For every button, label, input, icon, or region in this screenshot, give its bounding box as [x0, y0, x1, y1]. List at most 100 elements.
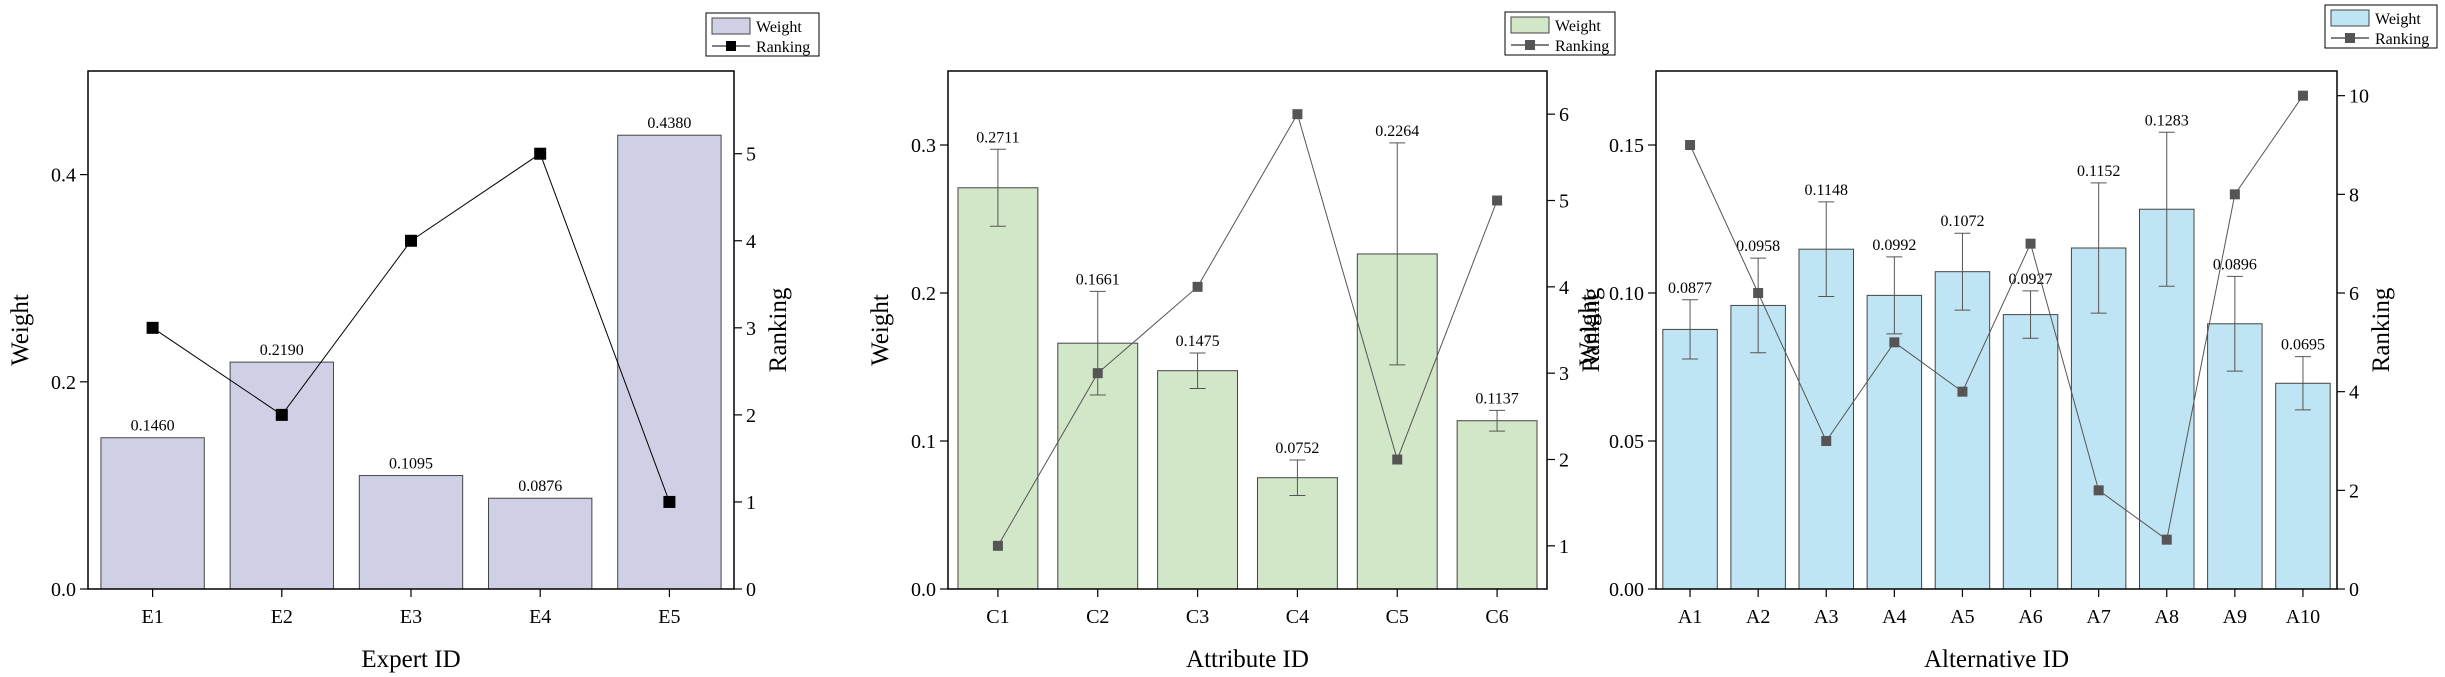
value-label-a4: 0.0992 [1872, 237, 1916, 254]
ranking-line [997, 112, 1498, 547]
y2-tick-label: 10 [2349, 86, 2369, 108]
y2-tick-label: 2 [1559, 450, 1569, 472]
ranking-marker-a8 [2161, 534, 2172, 545]
value-label-a5: 0.1072 [1940, 213, 1984, 230]
y-tick-label: 0.4 [51, 165, 76, 187]
y-tick-label: 0.0 [51, 579, 76, 601]
chart-panel-1: 0.1460 0.2190 0.1095 0.0876 0.4380 0.0 0.2 0.4 0… [7, 12, 820, 673]
ranking-marker-a2 [1753, 288, 1764, 298]
value-label-a1: 0.0877 [1668, 280, 1712, 297]
y2-tick-label: 0 [2349, 579, 2359, 601]
x-axis-label: Expert ID [361, 646, 460, 673]
x-tick-label-e1: E1 [141, 606, 163, 628]
bar-e2 [229, 361, 334, 590]
y-axis-label: Weight [867, 294, 894, 366]
x-tick-label-a6: A6 [2018, 606, 2042, 628]
y2-tick-label: 1 [1559, 536, 1569, 558]
y2-tick-label: 3 [746, 318, 756, 340]
y2-tick-label: 5 [1559, 191, 1569, 213]
plot-frame [1655, 70, 2338, 590]
legend-marker-ranking [1525, 40, 1535, 50]
ranking-marker-c1 [992, 540, 1003, 551]
x-tick-label-c6: C6 [1485, 606, 1508, 628]
x-axis-label: Attribute ID [1186, 646, 1309, 673]
legend-label-ranking: Ranking [1555, 38, 1609, 55]
y2-tick-label: 3 [1559, 363, 1569, 385]
x-tick-label-a2: A2 [1746, 606, 1770, 628]
ranking-marker-c2 [1092, 368, 1103, 379]
y2-tick-label: 4 [746, 231, 756, 253]
y2-tick-label: 1 [746, 492, 756, 514]
ranking-marker-c4 [1292, 109, 1303, 120]
y2-tick-label: 0 [746, 579, 756, 601]
ranking-marker-a1 [1685, 140, 1696, 150]
legend: Weight Ranking [705, 12, 820, 57]
x-tick-label-c2: C2 [1086, 606, 1109, 628]
legend-marker-ranking [726, 41, 736, 51]
y2-tick-label: 6 [2349, 283, 2359, 305]
y-tick-label: 0.2 [911, 283, 936, 305]
x-tick-label-c5: C5 [1386, 606, 1409, 628]
ranking-marker-c3 [1192, 281, 1203, 292]
value-label-a8: 0.1283 [2145, 112, 2189, 129]
x-tick-label-a8: A8 [2155, 606, 2179, 628]
ranking-marker-e3 [405, 234, 417, 247]
value-label-c2: 0.1661 [1076, 271, 1120, 288]
x-tick-label-c4: C4 [1286, 606, 1309, 628]
y2-tick-label: 8 [2349, 184, 2359, 206]
ranking-marker-e1 [146, 321, 159, 334]
value-label-a2: 0.0958 [1736, 238, 1780, 255]
y-tick-label: 0.3 [911, 135, 936, 157]
x-tick-label-a7: A7 [2086, 606, 2110, 628]
x-tick-label-a3: A3 [1814, 606, 1838, 628]
ranking-marker-a10 [2297, 90, 2308, 101]
y2-tick-label: 4 [2349, 382, 2359, 404]
value-label-a7: 0.1152 [2077, 163, 2120, 180]
x-tick-label-c3: C3 [1186, 606, 1209, 628]
y-axis-label: Weight [1575, 294, 1602, 366]
bar-c6 [1456, 420, 1538, 590]
ranking-marker-e2 [275, 408, 288, 421]
x-tick-label-e5: E5 [658, 606, 680, 628]
value-label-a10: 0.0695 [2281, 337, 2325, 354]
bar-a1 [1662, 328, 1718, 590]
ranking-marker-c6 [1492, 195, 1503, 206]
value-label-a6: 0.0927 [2009, 271, 2053, 288]
x-axis-label: Alternative ID [1924, 646, 2069, 673]
legend-label-weight: Weight [1555, 18, 1601, 35]
ranking-marker-a4 [1889, 337, 1900, 348]
y-axis-label: Weight [7, 294, 34, 366]
bar-a6 [2002, 314, 2059, 590]
y2-tick-label: 2 [2349, 480, 2359, 502]
value-label-a3: 0.1148 [1805, 182, 1848, 199]
y2-tick-label: 2 [746, 405, 756, 427]
x-tick-label-a5: A5 [1950, 606, 1974, 628]
ranking-marker-a9 [2229, 189, 2240, 200]
value-label-c6: 0.1137 [1475, 390, 1518, 407]
ranking-marker-e5 [663, 495, 676, 508]
chart-panel-3: 0.0877 0.0958 0.1148 0.0992 0.1072 0.0927 0.11… [1575, 4, 2438, 673]
y-tick-label: 0.00 [1609, 579, 1644, 601]
bar-e3 [358, 475, 464, 590]
y2-tick-label: 6 [1559, 104, 1569, 126]
bar-c3 [1157, 370, 1239, 590]
y2-axis-label: Ranking [1578, 287, 1605, 372]
legend: Weight Ranking [1504, 11, 1616, 56]
value-label-c3: 0.1475 [1176, 333, 1220, 350]
y2-tick-label: 4 [1559, 277, 1569, 299]
bar-c1 [957, 187, 1039, 590]
value-label-e1: 0.1460 [131, 418, 175, 435]
ranking-marker-a3 [1821, 436, 1832, 446]
y-tick-label: 0.15 [1609, 135, 1644, 157]
ranking-marker-a6 [2025, 238, 2036, 249]
ranking-marker-a5 [1957, 386, 1968, 397]
ranking-line [1689, 95, 2304, 541]
value-label-e4: 0.0876 [518, 478, 562, 495]
x-tick-label-c1: C1 [986, 606, 1009, 628]
x-tick-label-a10: A10 [2286, 606, 2320, 628]
x-tick-label-e3: E3 [400, 606, 422, 628]
y-tick-label: 0.10 [1609, 283, 1644, 305]
legend-label-ranking: Ranking [2375, 31, 2429, 48]
value-label-a9: 0.0896 [2213, 256, 2257, 273]
value-label-c1: 0.2711 [976, 129, 1019, 146]
